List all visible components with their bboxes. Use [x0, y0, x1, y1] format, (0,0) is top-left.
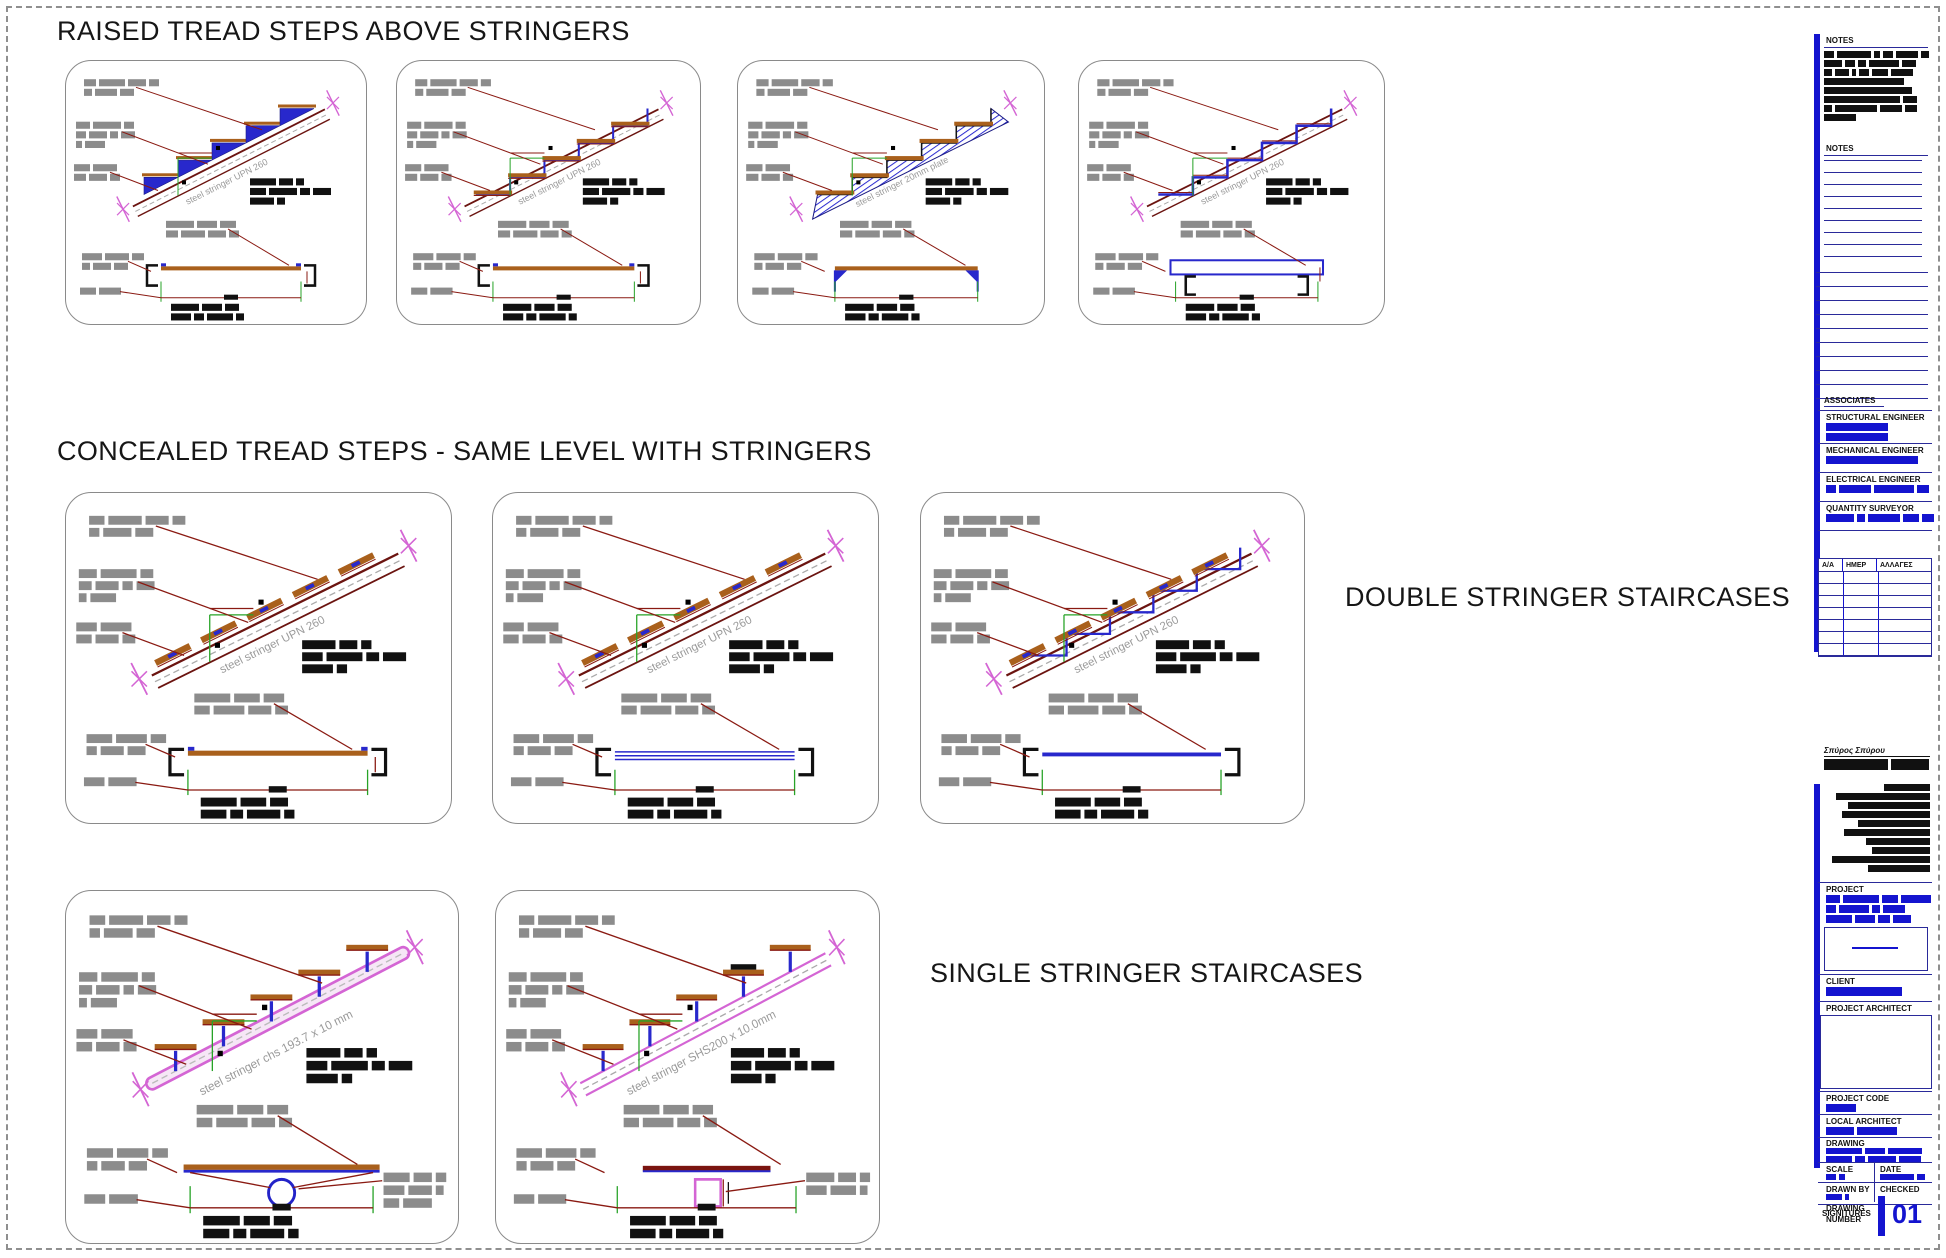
rule [1818, 1114, 1932, 1115]
title-block-blue-bar-bottom [1814, 784, 1820, 1168]
rev-row [1819, 620, 1931, 632]
rule [1818, 1091, 1932, 1092]
rule [1818, 1204, 1932, 1205]
heading-single-stringer: SINGLE STRINGER STAIRCASES [930, 958, 1363, 988]
rule [1824, 47, 1928, 48]
drawing-number-divider [1878, 1196, 1885, 1236]
rule [1818, 882, 1932, 883]
electrical-engineer-entry [1826, 485, 1929, 493]
signatures-label: SIGNITURES [1822, 1209, 1871, 1218]
rule [1818, 1162, 1932, 1163]
rule [1818, 410, 1932, 411]
detail-panel-concealed-2: steel stringer UPN 260 [492, 492, 879, 824]
quantity-surveyor-label: QUANTITY SURVEYOR [1826, 504, 1914, 513]
title-block: NOTES NOTES ASSOCIATES STRUCTURAL ENGINE… [1812, 28, 1934, 1246]
rule [1818, 1001, 1932, 1002]
project-logo-box [1824, 927, 1928, 971]
rule [1818, 530, 1932, 531]
associates-label: ASSOCIATES [1824, 396, 1876, 405]
rule [1818, 472, 1932, 473]
electrical-engineer-label: ELECTRICAL ENGINEER [1826, 475, 1921, 484]
detail-panel-raised-3: steel stringer 20mm plate [737, 60, 1045, 325]
drawn-by-value [1826, 1194, 1849, 1200]
rev-row [1819, 596, 1931, 608]
drawing-number-box: DRAWING NUMBER 01 [1818, 1194, 1930, 1238]
client-label: CLIENT [1826, 977, 1855, 986]
rev-row [1819, 644, 1931, 656]
detail-panel-single-shs: steel stringer SHS200 x 10.0mm [495, 890, 880, 1244]
detail-panel-concealed-1: steel stringer UPN 260 [65, 492, 452, 824]
date-label: DATE [1880, 1165, 1902, 1174]
rule [1824, 406, 1884, 407]
drawing-label: DRAWING [1826, 1139, 1865, 1148]
detail-panel-raised-2: steel stringer UPN 260 [396, 60, 701, 325]
rev-row [1819, 584, 1931, 596]
drawing-number-label: DRAWING NUMBER [1826, 1204, 1865, 1224]
notes-label-2: NOTES [1826, 144, 1854, 153]
detail-panel-raised-1: steel stringer UPN 260 [65, 60, 367, 325]
quantity-surveyor-entry [1826, 514, 1934, 522]
architect-name: Σπύρος Σπύρου [1824, 746, 1885, 755]
detail-panel-raised-4: steel stringer UPN 260 [1078, 60, 1385, 325]
office-info-redacted [1832, 784, 1930, 872]
rule [1824, 756, 1930, 757]
local-architect-label: LOCAL ARCHITECT [1826, 1117, 1902, 1126]
notes-label-1: NOTES [1826, 36, 1854, 45]
checked-label: CHECKED [1880, 1185, 1920, 1194]
title-block-blue-bar-top [1814, 34, 1820, 652]
project-label: PROJECT [1826, 885, 1864, 894]
client-entry [1826, 987, 1902, 996]
project-architect-label: PROJECT ARCHITECT [1826, 1004, 1912, 1013]
project-logo-line [1852, 947, 1898, 949]
project-entry [1826, 895, 1931, 923]
date-value [1880, 1174, 1925, 1180]
detail-panel-concealed-3: steel stringer UPN 260 [920, 492, 1305, 824]
rev-col-header: ΑΛΛΑΓΕΣ [1880, 562, 1913, 569]
rev-col-header: ΗΜΕΡ [1843, 559, 1877, 571]
notes-redacted-text [1824, 51, 1929, 121]
project-architect-box [1820, 1015, 1932, 1089]
drawing-entry [1826, 1148, 1922, 1162]
rule [1818, 443, 1932, 444]
project-code-label: PROJECT CODE [1826, 1094, 1890, 1103]
drawn-by-label: DRAWN BY [1826, 1185, 1870, 1194]
rule [1824, 155, 1928, 156]
scale-label: SCALE [1826, 1165, 1854, 1174]
local-architect-entry [1826, 1127, 1897, 1135]
mechanical-engineer-entry [1826, 456, 1918, 464]
architect-name-redacted [1824, 759, 1929, 770]
rev-row [1819, 608, 1931, 620]
rule [1818, 1182, 1932, 1183]
rev-row [1819, 632, 1931, 644]
rule [1818, 1137, 1932, 1138]
heading-raised-tread: RAISED TREAD STEPS ABOVE STRINGERS [57, 16, 630, 46]
structural-engineer-entry [1826, 423, 1888, 441]
heading-double-stringer: DOUBLE STRINGER STAIRCASES [1345, 582, 1790, 612]
revision-table: Α/Α ΗΜΕΡ ΑΛΛΑΓΕΣ [1818, 558, 1932, 657]
rev-col-header: Α/Α [1819, 559, 1843, 571]
mechanical-engineer-label: MECHANICAL ENGINEER [1826, 446, 1924, 455]
heading-concealed-tread: CONCEALED TREAD STEPS - SAME LEVEL WITH … [57, 436, 872, 466]
structural-engineer-label: STRUCTURAL ENGINEER [1826, 413, 1925, 422]
rule [1818, 974, 1932, 975]
scale-value [1826, 1174, 1845, 1180]
rule [1818, 501, 1932, 502]
project-code-entry [1826, 1104, 1856, 1112]
rev-row [1819, 572, 1931, 584]
drawing-number-value: 01 [1892, 1199, 1923, 1229]
detail-panel-single-chs: steel stringer chs 193.7 x 10 mm [65, 890, 459, 1244]
